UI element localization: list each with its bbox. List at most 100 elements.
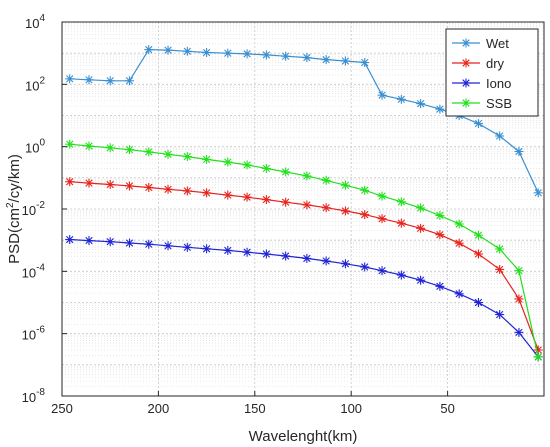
series-dry-point — [321, 203, 331, 213]
series-wet-point — [223, 48, 233, 58]
series-wet-point — [360, 58, 370, 68]
legend: Wet dry Iono SSB — [445, 28, 539, 117]
series-ssb — [65, 139, 543, 362]
y-tick-label: 104 — [25, 13, 45, 31]
series-iono-point — [396, 270, 406, 280]
legend-item-dry: dry — [452, 56, 505, 71]
x-axis-label: Wavelenght(km) — [249, 428, 358, 445]
series-wet-point — [396, 94, 406, 104]
series-ssb-point — [242, 160, 252, 170]
series-dry-point — [105, 180, 115, 190]
series-layer — [65, 45, 543, 362]
series-ssb-point — [377, 191, 387, 201]
series-ssb-point — [65, 139, 75, 149]
y-axis-label: PSD(cm2/cy/km) — [5, 154, 23, 264]
series-wet-point — [202, 48, 212, 58]
y-axis-label-rest: /cy/km) — [6, 154, 23, 202]
series-iono-point — [377, 266, 387, 276]
series-ssb-point — [340, 180, 350, 190]
series-iono-point — [321, 256, 331, 266]
series-dry-point — [163, 184, 173, 194]
series-iono-point — [340, 259, 350, 269]
series-iono-point — [281, 251, 291, 261]
series-dry-point — [84, 178, 94, 188]
series-ssb-point — [223, 157, 233, 167]
series-dry-point — [242, 192, 252, 202]
series-iono-point — [416, 275, 426, 285]
series-iono-point — [473, 298, 483, 307]
legend-label-ssb: SSB — [486, 96, 512, 111]
series-dry-point — [514, 294, 524, 304]
series-ssb-point — [360, 185, 370, 195]
series-dry-point — [261, 195, 271, 205]
series-dry-point — [473, 249, 483, 259]
series-wet-point — [261, 50, 271, 60]
series-iono-point — [105, 237, 115, 247]
series-dry-point — [416, 223, 426, 233]
series-iono-point — [514, 327, 524, 337]
legend-marker — [461, 58, 471, 68]
series-dry-point — [223, 190, 233, 200]
series-ssb-point — [454, 219, 464, 229]
series-ssb-point — [416, 203, 426, 213]
legend-label-wet: Wet — [486, 36, 509, 51]
x-axis-ticks: 250 200 150 100 50 — [51, 391, 455, 416]
series-iono-point — [261, 249, 271, 259]
series-wet-point — [321, 55, 331, 65]
legend-marker — [461, 38, 471, 48]
y-axis-label-base: PSD(cm — [6, 208, 23, 264]
series-ssb-point — [261, 163, 271, 173]
legend-item-ssb: SSB — [452, 96, 512, 111]
series-wet-point — [65, 74, 75, 84]
series-ssb-point — [473, 230, 483, 240]
series-wet-point — [84, 75, 94, 85]
series-iono-point — [435, 281, 445, 291]
series-wet-point — [514, 146, 524, 156]
series-ssb-point — [144, 147, 154, 157]
series-wet-point — [302, 53, 312, 63]
legend-item-wet: Wet — [452, 36, 509, 51]
series-wet-point — [435, 104, 445, 114]
series-dry-point — [435, 230, 445, 240]
series-dry-point — [377, 214, 387, 224]
series-dry-point — [182, 186, 192, 196]
x-tick-label: 150 — [244, 401, 266, 416]
series-ssb-point — [124, 145, 134, 155]
series-dry-point — [124, 181, 134, 191]
series-iono-point — [182, 242, 192, 252]
series-iono-point — [84, 236, 94, 246]
series-iono-point — [242, 247, 252, 257]
series-ssb-point — [495, 244, 505, 254]
x-tick-label: 50 — [440, 401, 454, 416]
series-ssb-point — [202, 154, 212, 164]
series-wet-point — [144, 45, 154, 55]
y-axis-label-exponent: 2 — [5, 202, 16, 208]
y-axis-ticks: 10-8 10-6 10-4 10-2 100 102 104 — [22, 13, 67, 405]
y-tick-label: 10-8 — [22, 387, 46, 405]
series-iono-point — [302, 253, 312, 263]
legend-label-dry: dry — [486, 56, 505, 71]
series-wet — [65, 45, 543, 198]
legend-marker — [461, 98, 471, 108]
x-tick-label: 250 — [51, 401, 73, 416]
series-iono-point — [454, 289, 464, 299]
series-iono-point — [124, 238, 134, 248]
x-tick-label: 100 — [340, 401, 362, 416]
series-wet-point — [105, 76, 115, 86]
series-wet-point — [163, 45, 173, 55]
y-tick-label: 100 — [25, 138, 45, 156]
series-iono-point — [65, 235, 75, 245]
series-wet-point — [242, 49, 252, 59]
legend-marker — [461, 78, 471, 88]
series-ssb-point — [182, 152, 192, 162]
series-ssb-point — [321, 175, 331, 185]
series-dry-point — [360, 210, 370, 220]
series-iono-point — [223, 245, 233, 255]
series-iono-point — [202, 244, 212, 254]
series-dry-point — [281, 197, 291, 207]
series-ssb-point — [514, 266, 524, 276]
series-wet-point — [182, 46, 192, 56]
series-ssb-point — [281, 167, 291, 177]
series-dry-point — [340, 206, 350, 216]
